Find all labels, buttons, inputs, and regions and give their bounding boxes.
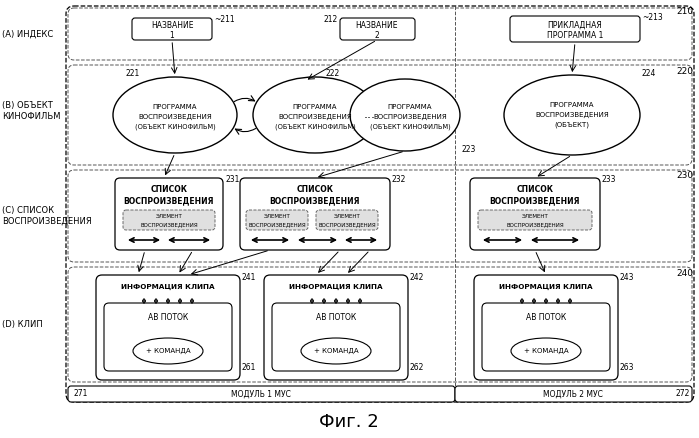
Text: ~213: ~213 <box>642 14 663 22</box>
FancyBboxPatch shape <box>68 386 455 402</box>
Ellipse shape <box>113 77 237 153</box>
Ellipse shape <box>253 77 377 153</box>
Text: ПРОГРАММА 1: ПРОГРАММА 1 <box>547 31 603 39</box>
Text: ...: ... <box>364 109 376 121</box>
Text: 230: 230 <box>676 172 693 180</box>
Text: ~211: ~211 <box>214 15 235 25</box>
Text: 231: 231 <box>225 176 239 184</box>
FancyBboxPatch shape <box>246 210 308 230</box>
Text: 1: 1 <box>170 31 174 39</box>
Text: ВОСПРОИЗВЕДЕНИЯ: ВОСПРОИЗВЕДЕНИЯ <box>124 197 215 205</box>
Text: ВОСПРОИЗВЕДЕНИЯ: ВОСПРОИЗВЕДЕНИЯ <box>318 223 376 227</box>
Text: ВОСПРОИЗВЕДЕНИЯ: ВОСПРОИЗВЕДЕНИЯ <box>270 197 360 205</box>
Text: ИНФОРМАЦИЯ КЛИПА: ИНФОРМАЦИЯ КЛИПА <box>121 284 215 290</box>
Text: 232: 232 <box>392 176 406 184</box>
Text: (A) ИНДЕКС: (A) ИНДЕКС <box>2 29 53 39</box>
Text: 240: 240 <box>676 268 693 278</box>
Ellipse shape <box>301 338 371 364</box>
FancyBboxPatch shape <box>478 210 592 230</box>
Text: (C) СПИСОК
ВОСПРОИЗВЕДЕНИЯ: (C) СПИСОК ВОСПРОИЗВЕДЕНИЯ <box>2 206 92 226</box>
Text: 243: 243 <box>620 272 635 282</box>
Text: СПИСОК: СПИСОК <box>296 186 333 194</box>
Text: 222: 222 <box>325 68 339 78</box>
Text: ЭЛЕМЕНТ: ЭЛЕМЕНТ <box>333 215 361 219</box>
FancyBboxPatch shape <box>510 16 640 42</box>
Text: СПИСОК: СПИСОК <box>150 186 187 194</box>
Text: 261: 261 <box>242 363 257 371</box>
Text: ЭЛЕМЕНТ: ЭЛЕМЕНТ <box>521 215 549 219</box>
Text: ВОСПРОИЗВЕДЕНИЯ: ВОСПРОИЗВЕДЕНИЯ <box>490 197 580 205</box>
Text: (D) КЛИП: (D) КЛИП <box>2 319 43 328</box>
Text: СПИСОК: СПИСОК <box>517 186 554 194</box>
FancyBboxPatch shape <box>482 303 610 371</box>
Text: 2: 2 <box>375 31 380 39</box>
Text: (B) ОБЪЕКТ
КИНОФИЛЬМ: (B) ОБЪЕКТ КИНОФИЛЬМ <box>2 101 61 121</box>
Text: ЭЛЕМЕНТ: ЭЛЕМЕНТ <box>156 215 182 219</box>
Text: (ОБЪЕКТ КИНОФИЛЬМ): (ОБЪЕКТ КИНОФИЛЬМ) <box>135 124 215 130</box>
FancyBboxPatch shape <box>264 275 408 380</box>
Text: 242: 242 <box>410 272 424 282</box>
Ellipse shape <box>504 75 640 155</box>
FancyBboxPatch shape <box>272 303 400 371</box>
Text: ИНФОРМАЦИЯ КЛИПА: ИНФОРМАЦИЯ КЛИПА <box>289 284 383 290</box>
FancyBboxPatch shape <box>316 210 378 230</box>
Text: 221: 221 <box>125 68 139 78</box>
Text: (ОБЪЕКТ КИНОФИЛЬМ): (ОБЪЕКТ КИНОФИЛЬМ) <box>370 124 450 130</box>
Text: ПРИКЛАДНАЯ: ПРИКЛАДНАЯ <box>547 21 603 29</box>
Text: 223: 223 <box>462 145 477 153</box>
Text: 220: 220 <box>676 67 693 75</box>
Text: 272: 272 <box>676 389 690 399</box>
FancyBboxPatch shape <box>455 386 692 402</box>
Text: ВОСПРОИЗВЕДЕНИЯ: ВОСПРОИЗВЕДЕНИЯ <box>278 114 352 120</box>
FancyBboxPatch shape <box>340 18 415 40</box>
Text: ВОСПРОИЗВЕДЕНИЯ: ВОСПРОИЗВЕДЕНИЯ <box>138 114 212 120</box>
FancyBboxPatch shape <box>470 178 600 250</box>
Text: НАЗВАНИЕ: НАЗВАНИЕ <box>356 21 398 31</box>
Text: 241: 241 <box>242 272 257 282</box>
Text: + КОМАНДА: + КОМАНДА <box>314 348 359 354</box>
Text: ВОСПРОИЗВЕДЕНИЯ: ВОСПРОИЗВЕДЕНИЯ <box>248 223 306 227</box>
Text: МОДУЛЬ 1 МУС: МОДУЛЬ 1 МУС <box>231 389 291 399</box>
Text: + КОМАНДА: + КОМАНДА <box>145 348 190 354</box>
Text: АВ ПОТОК: АВ ПОТОК <box>526 312 566 321</box>
Ellipse shape <box>133 338 203 364</box>
Text: ПРОГРАММА: ПРОГРАММА <box>153 104 197 110</box>
Text: (ОБЪЕКТ КИНОФИЛЬМ): (ОБЪЕКТ КИНОФИЛЬМ) <box>275 124 355 130</box>
Text: 212: 212 <box>324 15 338 25</box>
Text: АВ ПОТОК: АВ ПОТОК <box>148 312 188 321</box>
Text: 210: 210 <box>676 7 693 17</box>
Text: ВОСПРОИЗВЕДЕНИЯ: ВОСПРОИЗВЕДЕНИЯ <box>506 223 564 227</box>
FancyBboxPatch shape <box>240 178 390 250</box>
FancyBboxPatch shape <box>115 178 223 250</box>
Text: АВ ПОТОК: АВ ПОТОК <box>316 312 356 321</box>
FancyBboxPatch shape <box>123 210 215 230</box>
Text: ПРОГРАММА: ПРОГРАММА <box>388 104 432 110</box>
Text: ВОСПРОИЗВЕДЕНИЯ: ВОСПРОИЗВЕДЕНИЯ <box>373 114 447 120</box>
FancyBboxPatch shape <box>104 303 232 371</box>
Text: + КОМАНДА: + КОМАНДА <box>524 348 568 354</box>
Text: (ОБЪЕКТ): (ОБЪЕКТ) <box>554 122 589 128</box>
FancyBboxPatch shape <box>96 275 240 380</box>
Text: 224: 224 <box>642 68 656 78</box>
Text: ВОСПРОИЗВЕДЕНИЯ: ВОСПРОИЗВЕДЕНИЯ <box>535 112 609 118</box>
Text: МОДУЛЬ 2 МУС: МОДУЛЬ 2 МУС <box>543 389 603 399</box>
Text: ПРОГРАММА: ПРОГРАММА <box>549 102 594 108</box>
FancyBboxPatch shape <box>474 275 618 380</box>
Text: 271: 271 <box>74 389 88 399</box>
Text: 262: 262 <box>410 363 424 371</box>
Text: ПРОГРАММА: ПРОГРАММА <box>293 104 337 110</box>
Text: 233: 233 <box>602 176 617 184</box>
Ellipse shape <box>350 79 460 151</box>
Text: ВОСПРОИЗВЕДЕНИЯ: ВОСПРОИЗВЕДЕНИЯ <box>140 223 198 227</box>
FancyBboxPatch shape <box>132 18 212 40</box>
Text: ЭЛЕМЕНТ: ЭЛЕМЕНТ <box>264 215 290 219</box>
Text: НАЗВАНИЕ: НАЗВАНИЕ <box>151 21 193 31</box>
Text: 263: 263 <box>620 363 635 371</box>
Text: ИНФОРМАЦИЯ КЛИПА: ИНФОРМАЦИЯ КЛИПА <box>499 284 593 290</box>
Ellipse shape <box>511 338 581 364</box>
Text: Фиг. 2: Фиг. 2 <box>319 413 379 431</box>
